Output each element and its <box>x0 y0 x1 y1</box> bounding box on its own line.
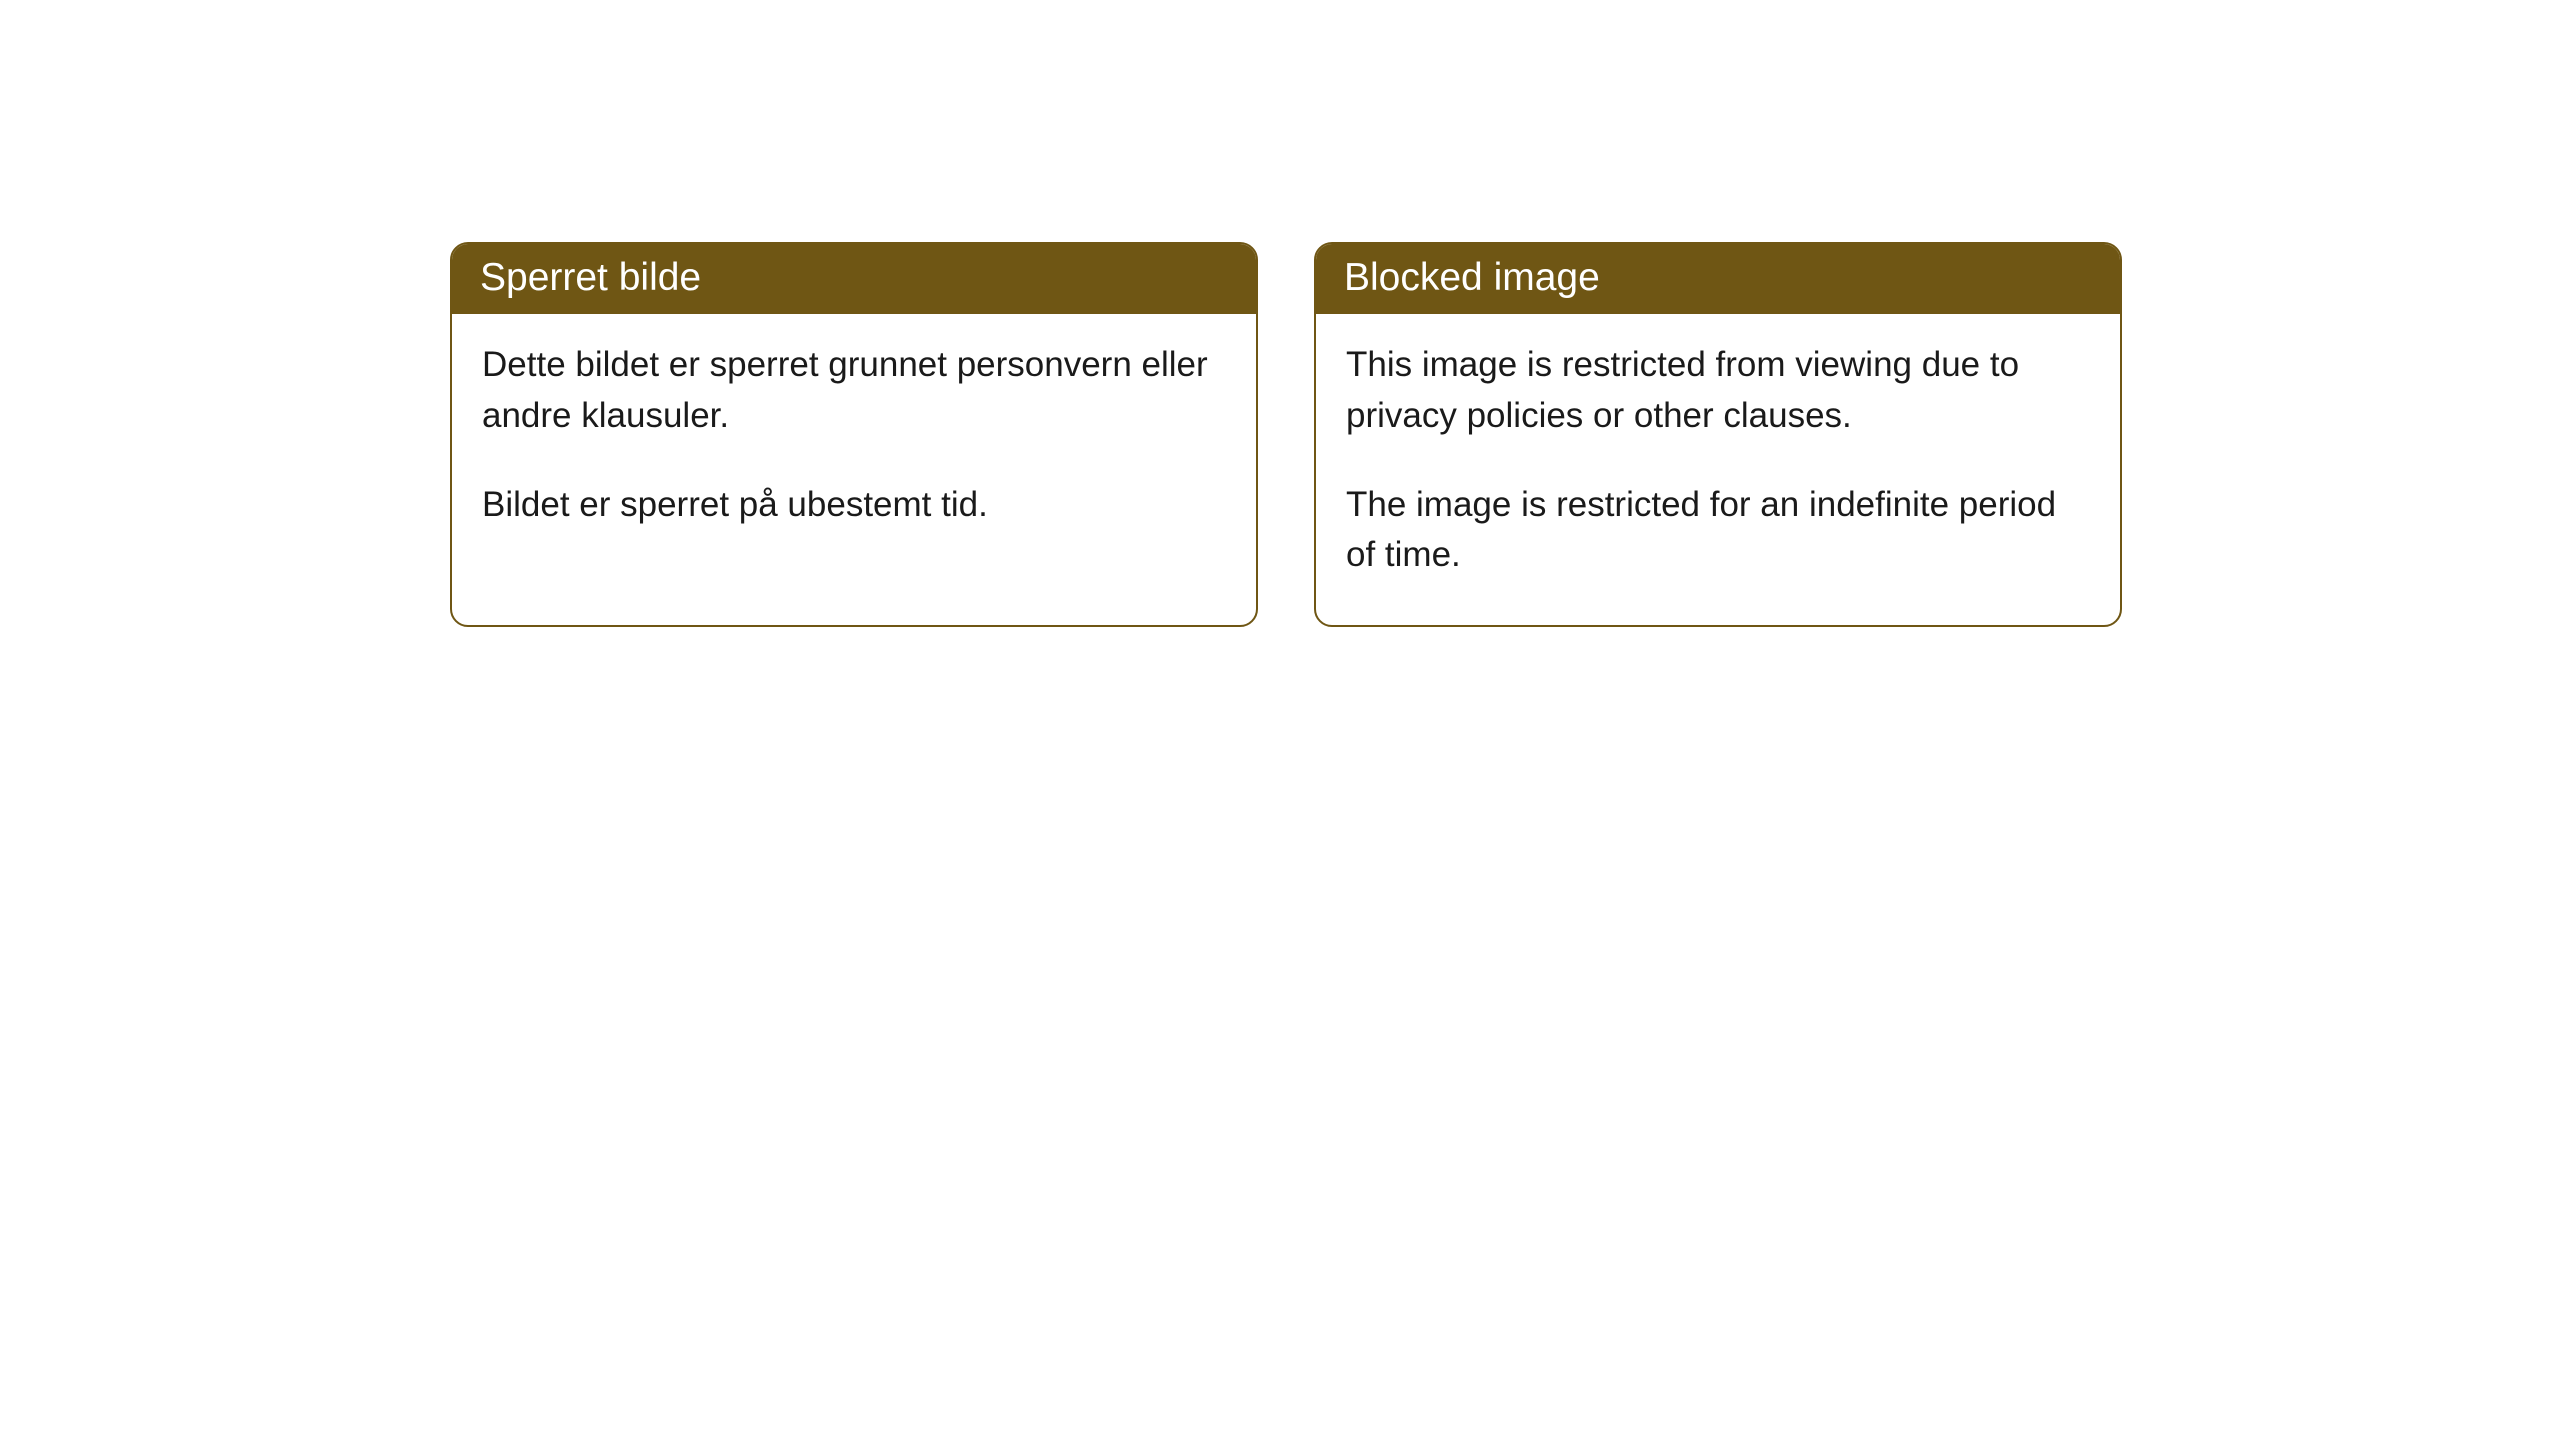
card-text-en-1: This image is restricted from viewing du… <box>1346 340 2090 442</box>
blocked-image-card-no: Sperret bilde Dette bildet er sperret gr… <box>450 242 1258 627</box>
card-text-no-1: Dette bildet er sperret grunnet personve… <box>482 340 1226 442</box>
card-body-en: This image is restricted from viewing du… <box>1316 314 2120 625</box>
card-text-no-2: Bildet er sperret på ubestemt tid. <box>482 480 1226 531</box>
blocked-image-card-en: Blocked image This image is restricted f… <box>1314 242 2122 627</box>
card-header-en: Blocked image <box>1316 244 2120 314</box>
card-body-no: Dette bildet er sperret grunnet personve… <box>452 314 1256 574</box>
card-text-en-2: The image is restricted for an indefinit… <box>1346 480 2090 582</box>
cards-row: Sperret bilde Dette bildet er sperret gr… <box>0 0 2560 627</box>
card-header-no: Sperret bilde <box>452 244 1256 314</box>
